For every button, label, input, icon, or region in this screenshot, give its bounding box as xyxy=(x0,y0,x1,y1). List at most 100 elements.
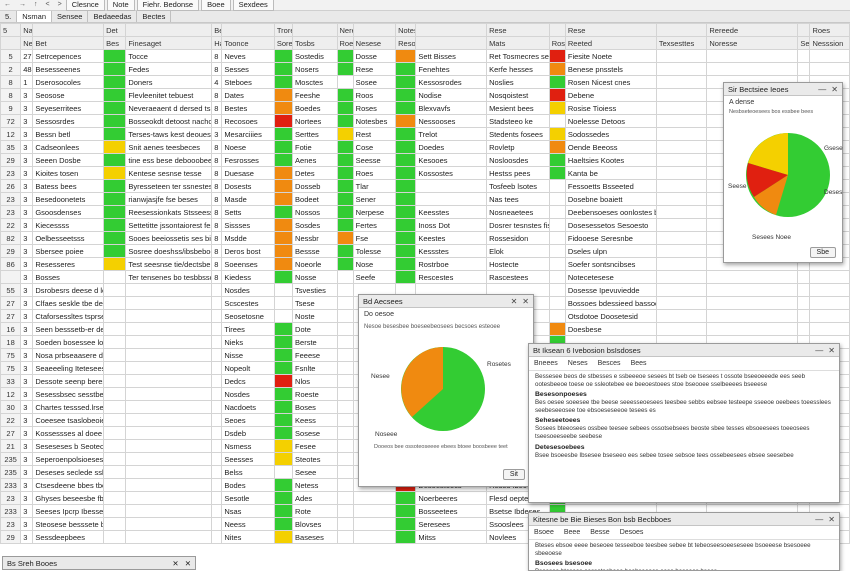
table-cell[interactable]: Sostedis xyxy=(292,49,338,63)
status-cell[interactable] xyxy=(273,75,294,89)
table-cell[interactable]: 3 xyxy=(20,101,34,115)
table-cell[interactable]: Nosse xyxy=(292,270,338,284)
table-cell[interactable]: Kossessses al doee plesdlled dbs d bcese… xyxy=(32,426,105,440)
status-cell[interactable] xyxy=(395,504,417,518)
status-cell[interactable] xyxy=(103,166,127,180)
status-cell[interactable] xyxy=(103,387,127,401)
status-cell[interactable] xyxy=(395,244,417,258)
table-cell[interactable]: Sodossedes xyxy=(564,127,657,141)
column-subheader[interactable]: Noresse xyxy=(706,36,799,50)
table-cell[interactable]: 72 xyxy=(0,114,22,128)
table-cell[interactable]: Dates xyxy=(221,88,275,102)
table-cell[interactable]: 3 xyxy=(20,504,34,518)
table-cell[interactable] xyxy=(125,530,213,544)
prev-icon[interactable]: < xyxy=(45,1,50,8)
menu-item[interactable]: Bneees xyxy=(534,360,558,367)
table-cell[interactable]: Dosrer tesnstes fisseg xyxy=(486,218,550,232)
table-cell[interactable] xyxy=(655,296,708,310)
table-cell[interactable]: Oende Beeoss xyxy=(564,140,657,154)
status-cell[interactable] xyxy=(548,140,566,154)
status-cell[interactable] xyxy=(273,504,294,518)
table-cell[interactable]: Dosesessetos Sesoesto xyxy=(564,218,657,232)
status-cell[interactable] xyxy=(273,231,294,245)
table-cell[interactable]: 3 xyxy=(20,348,34,362)
table-cell[interactable]: Flevleenitet tebuest xyxy=(125,88,213,102)
status-cell[interactable] xyxy=(336,400,354,414)
table-cell[interactable]: 3 xyxy=(20,439,34,453)
table-cell[interactable]: Mesient bees xyxy=(486,101,550,115)
column-header[interactable]: Roes xyxy=(809,23,850,37)
table-cell[interactable]: Dedcs xyxy=(221,374,275,388)
table-cell[interactable]: Kiecessss xyxy=(32,218,105,232)
table-cell[interactable]: Dsrobesrs deese d leenids ebsesseneriset… xyxy=(32,283,105,297)
table-cell[interactable]: Deebensoeses oonlostes blase xyxy=(564,205,657,219)
status-cell[interactable] xyxy=(548,114,566,128)
table-cell[interactable]: Coeesee tsaslobeoiesd deeeses xyxy=(32,413,105,427)
table-cell[interactable] xyxy=(125,374,213,388)
table-cell[interactable]: Snit aenes teesbeces xyxy=(125,140,213,154)
column-subheader[interactable]: Mats xyxy=(486,36,550,50)
status-cell[interactable] xyxy=(103,465,127,479)
status-cell[interactable] xyxy=(273,88,294,102)
table-row[interactable]: 23 3 Besedoonetets rianwjasjfe fse beses 8 Ma… xyxy=(0,192,850,206)
table-cell[interactable]: Noerbeeres xyxy=(415,491,488,505)
table-cell[interactable]: Dosebne boaiett xyxy=(564,192,657,206)
status-cell[interactable] xyxy=(103,270,127,284)
close-icon[interactable]: ✕ xyxy=(828,514,835,524)
status-cell[interactable] xyxy=(273,127,294,141)
table-cell[interactable] xyxy=(809,283,850,297)
table-cell[interactable]: 22 xyxy=(0,413,22,427)
table-cell[interactable]: 233 xyxy=(0,478,22,492)
table-cell[interactable]: Nisse xyxy=(221,348,275,362)
table-cell[interactable]: 27 xyxy=(0,296,22,310)
status-cell[interactable] xyxy=(548,205,566,219)
table-cell[interactable]: 27 xyxy=(0,426,22,440)
table-cell[interactable]: Noese xyxy=(221,140,275,154)
status-cell[interactable] xyxy=(395,179,417,193)
table-cell[interactable] xyxy=(125,517,213,531)
table-cell[interactable] xyxy=(211,374,223,388)
table-cell[interactable]: Serttes xyxy=(292,127,338,141)
column-subheader[interactable]: Rosestpsion xyxy=(548,36,566,50)
table-cell[interactable] xyxy=(655,62,708,76)
status-cell[interactable] xyxy=(336,244,354,258)
table-cell[interactable]: Deseses seclede ssl-Natedssees bsetess xyxy=(32,465,105,479)
table-cell[interactable]: Boses xyxy=(292,400,338,414)
table-cell[interactable]: 3 xyxy=(20,153,34,167)
status-cell[interactable] xyxy=(336,205,354,219)
table-cell[interactable]: Ctaforsessltes tsprsestestbes xyxy=(32,309,105,323)
table-cell[interactable] xyxy=(655,75,708,89)
table-cell[interactable]: Oelbesseetsss xyxy=(32,231,105,245)
table-cell[interactable]: Nossos xyxy=(292,205,338,219)
status-cell[interactable] xyxy=(395,166,417,180)
table-cell[interactable]: Keestes xyxy=(415,231,488,245)
table-cell[interactable] xyxy=(352,504,397,518)
table-cell[interactable] xyxy=(211,283,223,297)
table-cell[interactable]: Baseses xyxy=(292,530,338,544)
table-cell[interactable]: Duesase xyxy=(221,166,275,180)
table-cell[interactable] xyxy=(211,387,223,401)
table-cell[interactable]: Fesee xyxy=(292,439,338,453)
table-cell[interactable]: Fenehtes xyxy=(415,62,488,76)
table-cell[interactable] xyxy=(797,49,811,63)
table-cell[interactable]: 75 xyxy=(0,348,22,362)
table-cell[interactable] xyxy=(655,153,708,167)
table-cell[interactable] xyxy=(125,400,213,414)
menu-item[interactable]: Beee xyxy=(563,529,581,536)
status-cell[interactable] xyxy=(103,335,127,349)
table-cell[interactable]: Haeltsies Kootes xyxy=(564,153,657,167)
table-cell[interactable] xyxy=(125,504,213,518)
status-cell[interactable] xyxy=(548,88,566,102)
table-cell[interactable] xyxy=(797,62,811,76)
table-cell[interactable]: Dsdeb xyxy=(221,426,275,440)
status-cell[interactable] xyxy=(336,439,354,453)
status-cell[interactable] xyxy=(548,322,566,336)
table-cell[interactable]: 3 xyxy=(20,400,34,414)
table-cell[interactable]: 23 xyxy=(0,491,22,505)
status-cell[interactable] xyxy=(273,517,294,531)
table-cell[interactable]: Test seesnse tie/dectsbenlbs xyxy=(125,257,213,271)
table-cell[interactable] xyxy=(125,491,213,505)
table-cell[interactable]: 33 xyxy=(0,374,22,388)
column-subheader[interactable] xyxy=(0,36,22,50)
table-cell[interactable]: 8 xyxy=(211,62,223,76)
